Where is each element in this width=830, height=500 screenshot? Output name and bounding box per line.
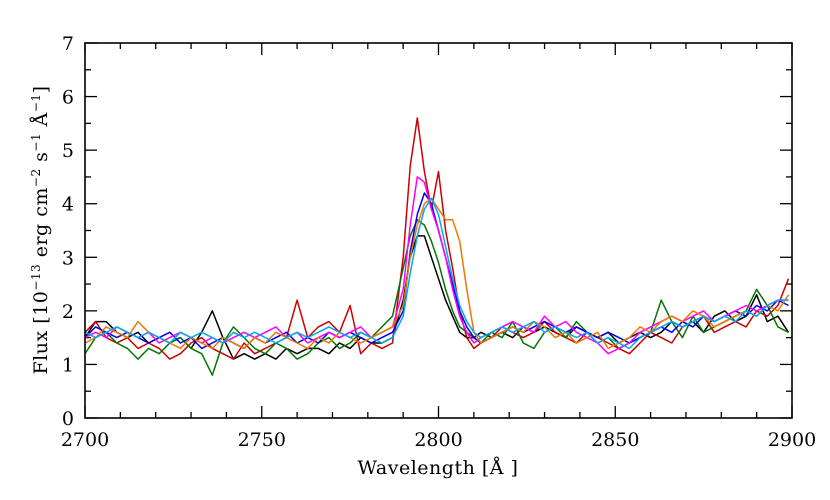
series-line-4 <box>84 192 789 350</box>
x-tick-label: 2900 <box>768 429 816 451</box>
x-tick-label: 2850 <box>591 429 639 451</box>
y-axis-label-part3: s <box>30 152 52 169</box>
x-tick-labels: 2700 2750 2800 2850 2900 <box>61 429 816 451</box>
y-tick-label: 4 <box>62 194 74 216</box>
y-axis-label-part2: erg cm <box>30 187 52 264</box>
y-tick-label: 6 <box>62 87 74 109</box>
series-line-6 <box>84 197 790 350</box>
y-tick-label: 3 <box>62 247 74 269</box>
y-tick-label: 2 <box>62 301 74 323</box>
y-tick-label: 0 <box>62 408 74 430</box>
y-tick-labels: 0 1 2 3 4 5 6 7 <box>62 33 74 430</box>
y-axis-label-part5: ] <box>30 86 52 94</box>
x-tick-label: 2800 <box>414 429 462 451</box>
y-axis-label-exp1: −13 <box>29 264 43 291</box>
y-tick-label: 5 <box>62 140 74 162</box>
y-axis-label-exp4: −1 <box>29 93 43 112</box>
x-tick-label: 2750 <box>238 429 286 451</box>
x-axis-label: Wavelength [Å ] <box>358 457 519 479</box>
series-line-2 <box>84 117 790 360</box>
y-axis-label-part1: Flux [10 <box>30 291 52 375</box>
y-tick-label: 1 <box>62 354 74 376</box>
y-tick-label: 7 <box>62 33 74 55</box>
plot-frame <box>84 42 793 419</box>
series-layer <box>84 117 790 376</box>
y-axis-label-part4: Å <box>30 112 52 133</box>
y-axis-label: Flux [10−13 erg cm−2 s−1 Å−1] <box>29 86 52 375</box>
y-axis-label-exp2: −2 <box>29 168 43 187</box>
series-line-3 <box>84 219 789 376</box>
series-line-7 <box>84 197 789 350</box>
series-line-1 <box>84 235 790 360</box>
y-axis-label-exp3: −1 <box>29 133 43 152</box>
x-tick-label: 2700 <box>61 429 109 451</box>
